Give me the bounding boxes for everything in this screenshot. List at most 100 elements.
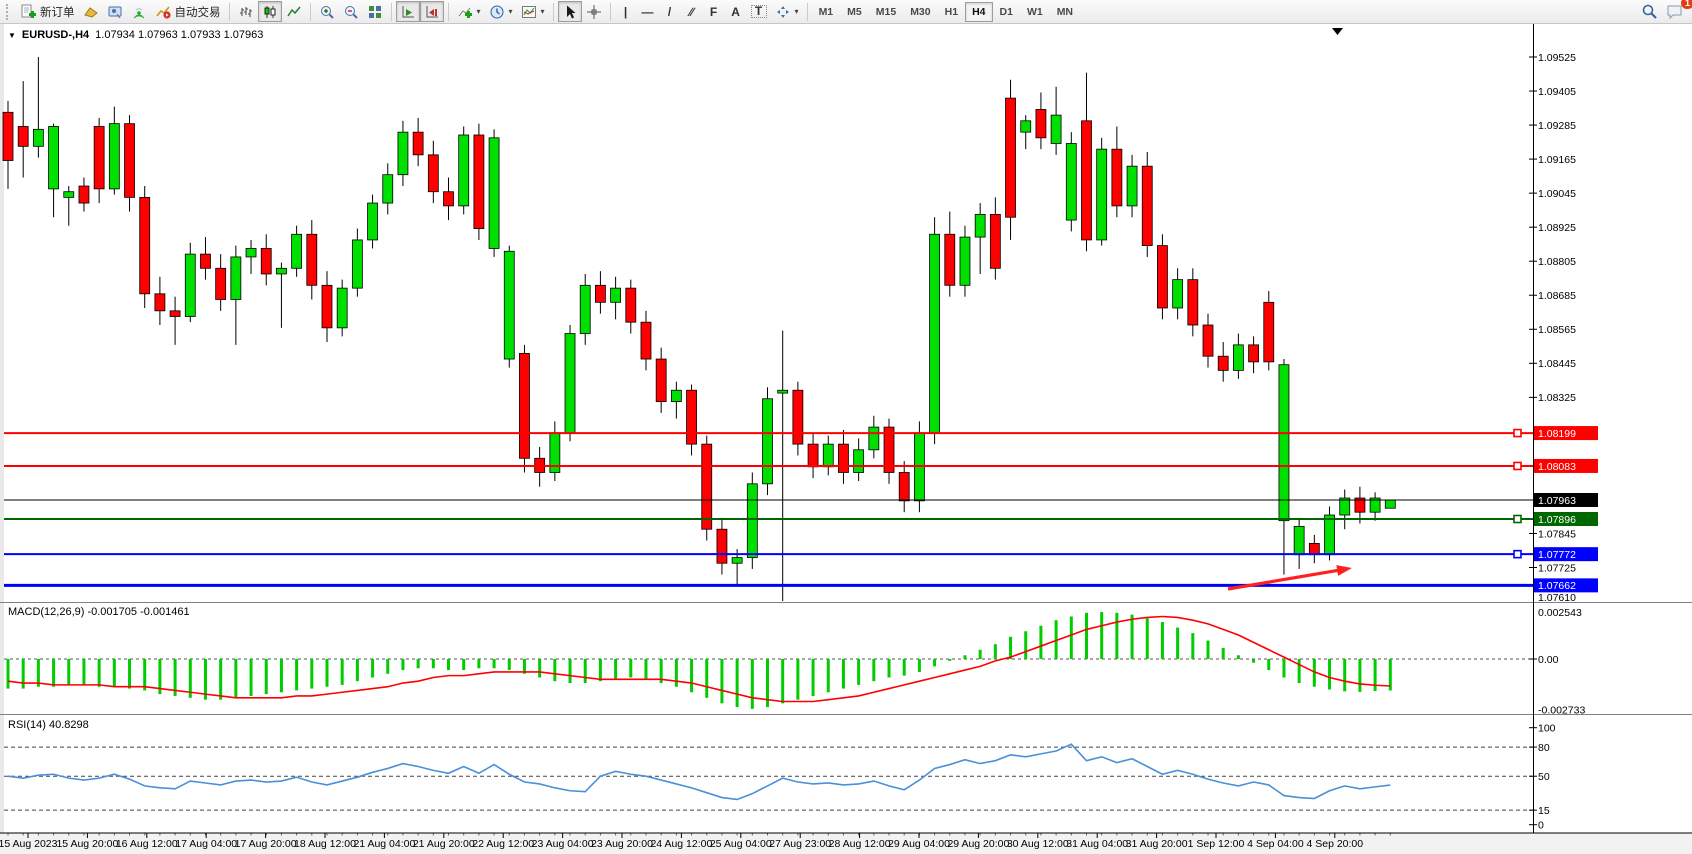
timeframe-button-w1[interactable]: W1 <box>1020 2 1050 22</box>
candle-body-bull <box>367 202 378 241</box>
indicators-button[interactable]: ▾ <box>453 1 485 22</box>
rsi-panel[interactable] <box>4 743 1533 811</box>
price-tag-label: 1.07662 <box>1538 580 1576 592</box>
price-tick-label: 1.07610 <box>1538 592 1576 604</box>
main-price-panel[interactable] <box>2 57 1533 601</box>
templates-icon <box>521 5 536 18</box>
macd-panel[interactable] <box>4 612 1533 709</box>
candlestick-chart-button[interactable] <box>257 1 282 22</box>
zoom-in-button[interactable] <box>315 1 339 22</box>
macd-signal-line <box>7 615 1391 703</box>
candle-body-bear <box>701 443 713 530</box>
toolbar-separator <box>552 2 554 21</box>
line-chart-button[interactable] <box>282 1 306 22</box>
time-axis-label: 15 Aug 20:00 <box>56 838 118 850</box>
candle-body-bear <box>519 352 530 459</box>
candle-body-bear <box>655 358 667 402</box>
timeframe-button-d1[interactable]: D1 <box>993 2 1020 22</box>
time-axis-label: 16 Aug 12:00 <box>116 838 178 850</box>
price-tick-label: 1.08925 <box>1538 222 1576 234</box>
tile-windows-icon <box>368 5 381 18</box>
scroll-to-end-marker[interactable] <box>1332 28 1343 35</box>
rsi-axis-label: 100 <box>1538 723 1556 735</box>
candle-body-bear <box>1035 109 1047 139</box>
candle-body-bull <box>245 248 257 258</box>
candle-body-bear <box>215 267 227 300</box>
history-center-button[interactable] <box>79 1 103 22</box>
candle-body-bear <box>1217 355 1229 371</box>
candle-body-bull <box>1278 364 1290 522</box>
vertical-line-tool-button[interactable]: | <box>615 1 637 22</box>
auto-trading-button[interactable]: 自动交易 <box>151 1 225 22</box>
chart-shift-icon <box>426 5 438 17</box>
time-axis-label: 1 Sep 12:00 <box>1188 838 1245 850</box>
candle-body-bull <box>351 239 363 289</box>
level-line-handle[interactable] <box>1513 514 1522 524</box>
timeframe-button-m30[interactable]: M30 <box>903 2 937 22</box>
candle-body-bear <box>124 123 135 198</box>
level-line-handle[interactable] <box>1513 428 1522 438</box>
zoom-out-button[interactable] <box>339 1 363 22</box>
candle-body-bear <box>1202 324 1214 357</box>
timeframe-button-mn[interactable]: MN <box>1050 2 1080 22</box>
cursor-button[interactable] <box>557 1 582 22</box>
chart-title[interactable]: ▼ EURUSD-,H4 1.07934 1.07963 1.07933 1.0… <box>8 29 263 41</box>
crosshair-button[interactable] <box>582 1 606 22</box>
time-axis-label: 29 Aug 20:00 <box>947 838 1009 850</box>
toolbar-separator <box>228 2 230 21</box>
level-line-handle[interactable] <box>1513 461 1522 471</box>
timeframe-button-h4[interactable]: H4 <box>965 1 993 22</box>
annotation-arrow-shaft[interactable] <box>1227 567 1345 591</box>
market-watch-icon <box>108 6 121 18</box>
fibonacci-tool-button[interactable]: F <box>703 1 725 22</box>
candle-body-bull <box>397 131 409 176</box>
text-tool-button[interactable]: A <box>725 1 747 22</box>
annotation-arrow-head[interactable] <box>1336 565 1352 576</box>
chat-bubble-icon <box>1667 5 1682 20</box>
candle-body-bear <box>2 111 14 161</box>
timeframe-button-m15[interactable]: M15 <box>869 2 903 22</box>
candle-body-bear <box>169 310 181 317</box>
periods-button[interactable]: ▾ <box>485 1 517 22</box>
time-axis-label: 28 Aug 12:00 <box>829 838 891 850</box>
text-label-icon: T <box>750 5 767 18</box>
candle-body-bull <box>670 389 682 402</box>
candle-body-bull <box>853 449 865 473</box>
trend-line-tool-button[interactable]: / <box>659 1 681 22</box>
timeframe-button-h1[interactable]: H1 <box>938 2 965 22</box>
signals-button[interactable] <box>127 1 151 22</box>
candle-body-bear <box>306 233 318 286</box>
new-order-button[interactable]: 新订单 <box>16 1 79 22</box>
candle-body-bear <box>989 214 1001 269</box>
bar-chart-icon <box>239 6 252 17</box>
tile-windows-button[interactable] <box>363 1 387 22</box>
auto-scroll-button[interactable] <box>395 1 420 22</box>
level-line-handle[interactable] <box>1513 549 1522 559</box>
market-watch-button[interactable] <box>103 1 127 22</box>
candle-body-bull <box>579 284 591 334</box>
chat-button[interactable] <box>1662 1 1688 22</box>
timeframe-button-m5[interactable]: M5 <box>840 2 869 22</box>
chart-background <box>0 24 1692 854</box>
equidistant-channel-tool-button[interactable]: ∕∕ <box>681 1 703 22</box>
chart-title-caret-icon: ▼ <box>8 30 16 40</box>
price-tag-label: 1.07772 <box>1538 549 1576 561</box>
macd-axis-zero-label: 0.00 <box>1538 654 1559 666</box>
timeframe-button-m1[interactable]: M1 <box>812 2 841 22</box>
templates-button[interactable]: ▾ <box>517 1 549 22</box>
search-button[interactable] <box>1637 1 1662 22</box>
chart-shift-button[interactable] <box>419 1 444 22</box>
candle-body-bear <box>321 284 333 329</box>
arrows-tool-button[interactable]: ▾ <box>771 1 803 22</box>
text-icon: A <box>731 4 740 19</box>
text-label-tool-button[interactable]: T <box>747 1 771 22</box>
auto-scroll-icon <box>402 5 414 17</box>
horizontal-line-tool-button[interactable]: — <box>637 1 659 22</box>
price-tag-label: 1.07963 <box>1538 495 1576 507</box>
dropdown-caret-icon: ▾ <box>794 7 799 16</box>
bar-chart-button[interactable] <box>234 1 258 22</box>
candle-body-bull <box>184 253 196 317</box>
